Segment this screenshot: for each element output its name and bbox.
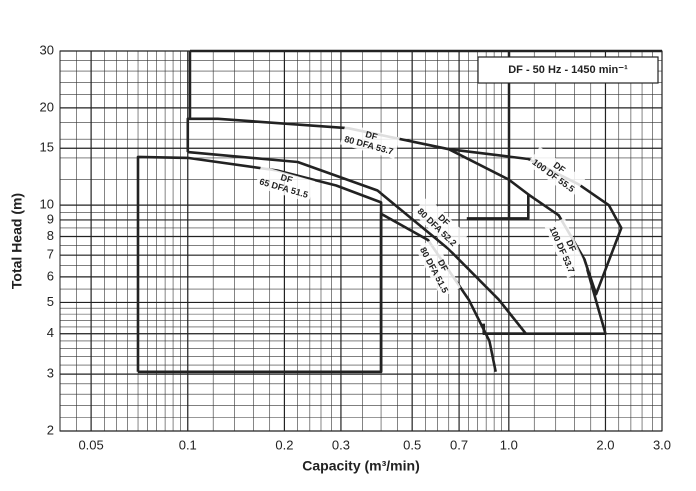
curve (138, 212, 497, 374)
annotation-box (477, 56, 659, 84)
x-tick-label: 0.1 (179, 437, 197, 452)
y-tick-label: 5 (47, 294, 54, 309)
curve-label-bg (526, 146, 586, 198)
y-tick-label: 20 (40, 99, 54, 114)
y-tick-label: 15 (40, 140, 54, 155)
x-tick-label: 0.7 (450, 437, 468, 452)
y-axis-title: Total Head (m) (9, 193, 25, 289)
curve-label: DF (564, 238, 578, 253)
curve-label-bg (544, 217, 588, 279)
x-tick-label: 3.0 (653, 437, 671, 452)
x-tick-label: 1.0 (500, 437, 518, 452)
curve-label-bg (415, 238, 461, 298)
y-tick-label: 3 (47, 366, 54, 381)
y-tick-label: 8 (47, 228, 54, 243)
y-tick-label: 4 (47, 325, 54, 340)
y-tick-label: 6 (47, 268, 54, 283)
x-tick-label: 2.0 (596, 437, 614, 452)
y-tick-label: 2 (47, 422, 54, 437)
y-tick-label: 30 (40, 42, 54, 57)
curve-label-bg (412, 196, 468, 252)
curve-label: DF (279, 172, 294, 185)
y-tick-label: 7 (47, 247, 54, 262)
curve-label: DF (364, 129, 379, 142)
curve (448, 147, 623, 296)
curve (483, 193, 607, 336)
x-tick-label: 0.5 (403, 437, 421, 452)
x-tick-label: 0.3 (332, 437, 350, 452)
annotation: DF - 50 Hz - 1450 min⁻¹ (508, 64, 628, 76)
curve-label-bg (255, 165, 315, 203)
x-axis-title: Capacity (m³/min) (302, 458, 419, 474)
x-tick-label: 0.05 (78, 437, 103, 452)
curve-label-bg (340, 123, 400, 159)
y-tick-label: 9 (47, 211, 54, 226)
curve (136, 155, 383, 372)
x-tick-label: 0.2 (275, 437, 293, 452)
y-tick-label: 10 (40, 197, 54, 212)
